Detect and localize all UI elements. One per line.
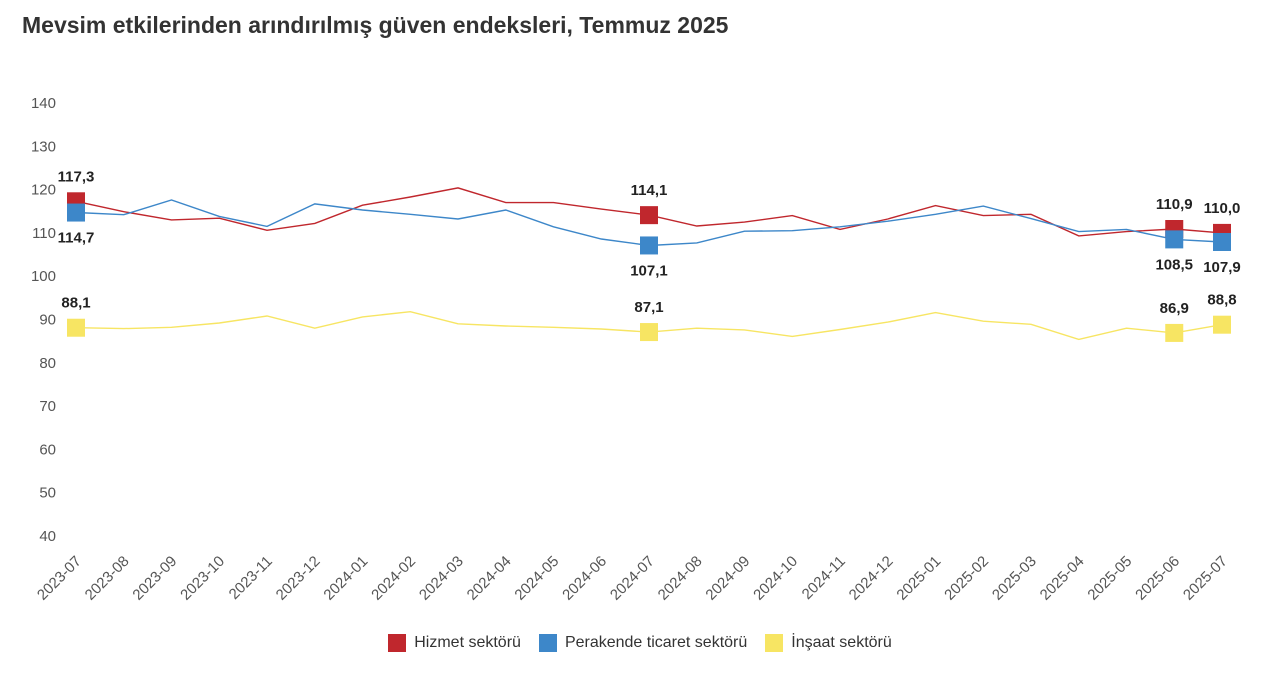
x-tick-label: 2025-06 [1132, 553, 1183, 604]
data-point-marker [640, 206, 658, 225]
y-tick-label: 120 [31, 182, 56, 199]
x-tick-label: 2024-05 [511, 553, 562, 604]
x-axis: 2023-072023-082023-092023-102023-112023-… [34, 553, 1231, 604]
legend-swatch [538, 634, 557, 652]
data-point-marker [67, 203, 85, 222]
x-tick-label: 2025-01 [893, 553, 944, 604]
data-label: 88,8 [1207, 292, 1236, 309]
legend-label: Hizmet sektörü [414, 634, 521, 651]
data-point-marker [640, 323, 658, 342]
x-tick-label: 2024-07 [607, 553, 658, 604]
data-label: 87,1 [634, 299, 663, 316]
x-tick-label: 2024-12 [846, 553, 897, 604]
data-label: 108,5 [1155, 256, 1193, 273]
y-tick-label: 90 [39, 312, 56, 329]
data-label: 110,9 [1156, 196, 1193, 213]
data-label: 107,9 [1203, 259, 1241, 276]
data-label: 86,9 [1160, 300, 1189, 317]
legend-item[interactable]: Hizmet sektörü [388, 634, 521, 652]
x-tick-label: 2024-03 [416, 553, 467, 604]
x-tick-label: 2024-01 [320, 553, 371, 604]
data-label: 114,1 [631, 182, 668, 199]
x-tick-label: 2023-09 [129, 553, 180, 604]
data-point-marker [1165, 230, 1184, 249]
legend-item[interactable]: İnşaat sektörü [765, 634, 892, 652]
y-tick-label: 100 [31, 268, 56, 285]
y-axis: 40 50 60 70 80 90 100 110 120 130 140 [31, 95, 56, 545]
series-markers [67, 192, 1231, 342]
legend-swatch [388, 634, 407, 652]
x-tick-label: 2023-12 [273, 553, 324, 604]
data-point-marker [1165, 323, 1184, 342]
legend-swatch [765, 634, 784, 652]
y-tick-label: 70 [39, 398, 56, 415]
y-tick-label: 60 [39, 441, 56, 458]
x-tick-label: 2025-04 [1037, 553, 1088, 604]
y-tick-label: 50 [39, 485, 56, 502]
y-tick-label: 140 [31, 95, 56, 112]
x-tick-label: 2024-02 [368, 553, 419, 604]
data-label: 107,1 [630, 262, 668, 279]
data-point-marker [1213, 232, 1231, 251]
x-tick-label: 2023-11 [226, 553, 276, 603]
x-tick-label: 2025-03 [989, 553, 1040, 604]
x-tick-label: 2025-05 [1084, 553, 1135, 604]
x-tick-label: 2023-07 [34, 553, 85, 604]
legend: Hizmet sektörü Perakende ticaret sektörü İ… [0, 634, 1280, 652]
x-tick-label: 2025-02 [941, 553, 992, 604]
y-tick-label: 80 [39, 355, 56, 372]
y-tick-label: 110 [32, 225, 56, 242]
data-label: 117,3 [58, 168, 95, 185]
x-tick-label: 2024-09 [702, 553, 753, 604]
y-tick-label: 130 [31, 138, 56, 155]
x-tick-label: 2024-08 [655, 553, 706, 604]
x-tick-label: 2024-11 [799, 553, 849, 603]
y-tick-label: 40 [39, 528, 56, 545]
legend-label: İnşaat sektörü [791, 634, 892, 651]
legend-label: Perakende ticaret sektörü [564, 634, 748, 651]
x-tick-label: 2024-06 [559, 553, 610, 604]
x-tick-label: 2024-10 [750, 553, 801, 604]
data-labels: 117,3 114,1 110,9 110,0 114,7 107,1 108,5 107,9… [58, 168, 1241, 317]
x-tick-label: 2023-08 [82, 553, 133, 604]
data-point-marker [1213, 315, 1231, 334]
data-label: 110,0 [1204, 200, 1241, 217]
x-tick-label: 2024-04 [464, 553, 515, 604]
data-point-marker [67, 318, 85, 337]
data-point-marker [640, 236, 658, 255]
x-tick-label: 2025-07 [1180, 553, 1231, 604]
data-label: 114,7 [58, 230, 95, 247]
x-tick-label: 2023-10 [177, 553, 228, 604]
chart-title: Mevsim etkilerinden arındırılmış güven e… [22, 12, 729, 38]
data-label: 88,1 [61, 295, 90, 312]
legend-item[interactable]: Perakende ticaret sektörü [538, 634, 748, 652]
